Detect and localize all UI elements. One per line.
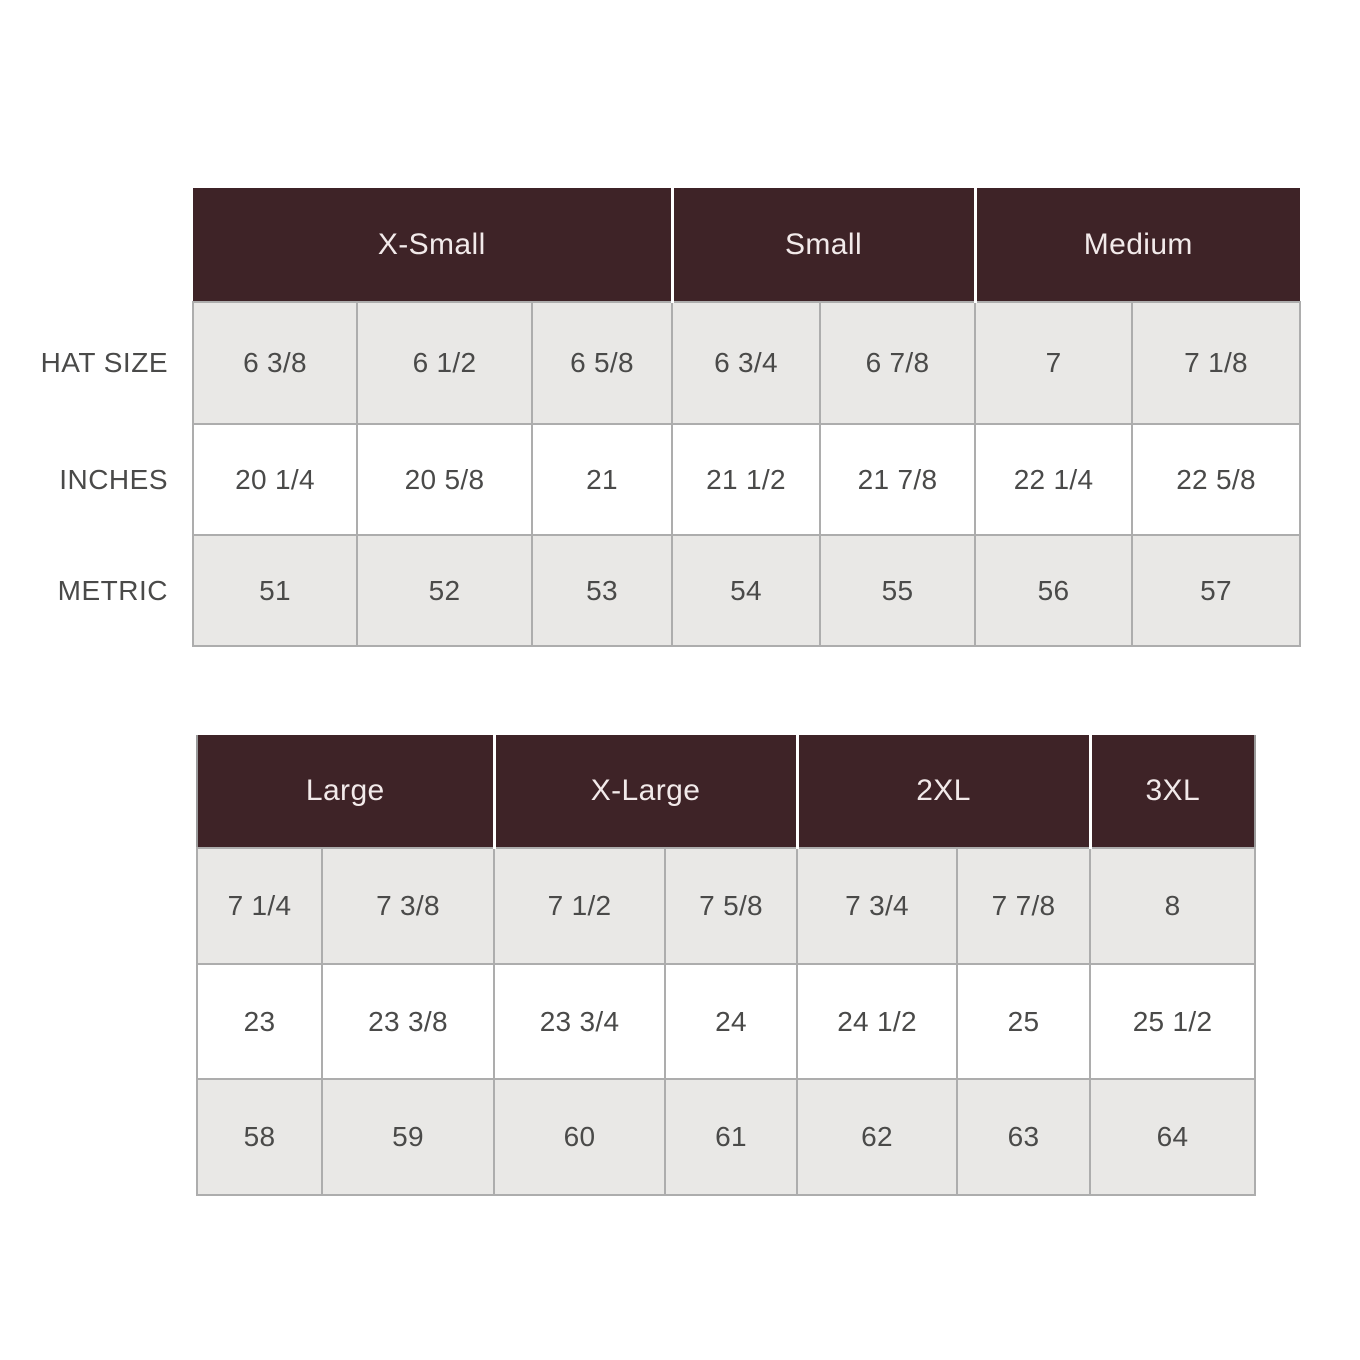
table-cell: 6 3/8 [192, 301, 358, 425]
table-cell: 52 [356, 534, 533, 647]
table-cell: 25 1/2 [1089, 963, 1257, 1080]
hat-size-row: 6 3/8 6 1/2 6 5/8 6 3/4 6 7/8 7 7 1/8 [192, 301, 1302, 425]
row-label-inches: INCHES [59, 463, 168, 495]
table-cell: 51 [192, 534, 358, 647]
table-cell: 7 1/2 [493, 847, 667, 965]
table-cell: 20 5/8 [356, 423, 533, 536]
table-cell: 7 5/8 [664, 847, 799, 965]
metric-row: 51 52 53 54 55 56 57 [192, 534, 1302, 647]
inches-row: 20 1/4 20 5/8 21 21 1/2 21 7/8 22 1/4 22… [192, 423, 1302, 536]
table-cell: 7 7/8 [956, 847, 1092, 965]
header-group-small: Small [670, 188, 976, 303]
table-cell: 7 [974, 301, 1134, 425]
table-cell: 63 [956, 1078, 1092, 1196]
header-group-3xl: 3XL [1088, 735, 1257, 849]
row-label-hat-size: HAT SIZE [40, 347, 168, 378]
table-cell: 55 [818, 534, 977, 647]
table-cell: 20 1/4 [192, 423, 358, 536]
header-group-medium: Medium [973, 188, 1301, 303]
header-row: Large X-Large 2XL 3XL [195, 735, 1257, 849]
size-table-large-to-3xl: Large X-Large 2XL 3XL 7 1/4 7 3/8 7 1/2 … [195, 735, 1257, 1196]
row-label-metric: METRIC [57, 574, 168, 606]
inches-row: 23 23 3/8 23 3/4 24 24 1/2 25 25 1/2 [196, 963, 1257, 1080]
table-cell: 23 3/4 [493, 963, 667, 1080]
table-cell: 22 5/8 [1131, 423, 1302, 536]
table-cell: 22 1/4 [974, 423, 1134, 536]
table-cell: 8 [1089, 847, 1257, 965]
table-cell: 7 3/8 [320, 847, 496, 965]
table-cell: 23 [196, 963, 323, 1080]
table-cell: 62 [796, 1078, 959, 1196]
table-cell: 21 7/8 [818, 423, 977, 536]
header-group-x-small: X-Small [193, 188, 672, 303]
table-cell: 6 3/4 [671, 301, 821, 425]
table-cell: 6 5/8 [531, 301, 673, 425]
table-cell: 58 [196, 1078, 323, 1196]
table-cell: 24 [664, 963, 799, 1080]
header-group-large: Large [195, 735, 495, 849]
table-cell: 21 [531, 423, 673, 536]
size-table-xsmall-to-medium: X-Small Small Medium 6 3/8 6 1/2 6 5/8 6… [192, 188, 1302, 647]
table-cell: 56 [974, 534, 1134, 647]
table-cell: 64 [1089, 1078, 1257, 1196]
header-group-x-large: X-Large [492, 735, 798, 849]
table-cell: 53 [531, 534, 673, 647]
metric-row: 58 59 60 61 62 63 64 [196, 1078, 1257, 1196]
table-cell: 7 1/8 [1131, 301, 1302, 425]
header-group-2xl: 2XL [795, 735, 1091, 849]
table-cell: 7 1/4 [196, 847, 323, 965]
table-cell: 59 [320, 1078, 496, 1196]
table-cell: 54 [671, 534, 821, 647]
table-cell: 61 [664, 1078, 799, 1196]
table-cell: 24 1/2 [796, 963, 959, 1080]
hat-size-row: 7 1/4 7 3/8 7 1/2 7 5/8 7 3/4 7 7/8 8 [196, 847, 1257, 965]
table-cell: 7 3/4 [796, 847, 959, 965]
table-cell: 6 7/8 [818, 301, 977, 425]
table-cell: 60 [493, 1078, 667, 1196]
table-cell: 23 3/8 [320, 963, 496, 1080]
table-cell: 6 1/2 [356, 301, 533, 425]
table-cell: 57 [1131, 534, 1302, 647]
header-row: X-Small Small Medium [193, 188, 1301, 303]
table-cell: 21 1/2 [671, 423, 821, 536]
table-cell: 25 [956, 963, 1092, 1080]
